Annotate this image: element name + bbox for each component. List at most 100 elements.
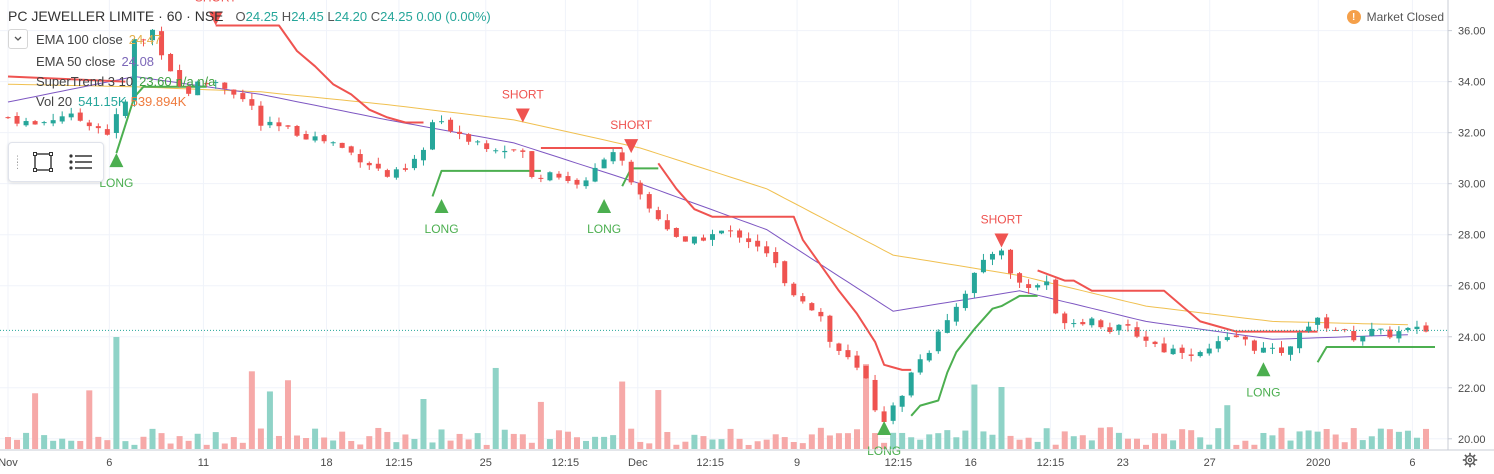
drag-handle-icon[interactable]: ⋮ ⋮	[13, 154, 22, 170]
long-signal-label: LONG	[1246, 385, 1280, 399]
candle-body	[1224, 337, 1230, 340]
candle-body	[131, 39, 137, 101]
volume-bar	[519, 434, 526, 449]
volume-bar	[1070, 436, 1077, 449]
close-value: 24.25	[380, 8, 413, 24]
volume-bar	[610, 435, 617, 449]
volume-bar	[953, 437, 960, 449]
candle-body	[827, 315, 833, 342]
volume-bar	[95, 436, 102, 449]
candle-body	[14, 115, 20, 124]
time-tick-label: 27	[1204, 457, 1216, 469]
time-tick-label: 25	[480, 457, 492, 469]
candle-body	[140, 39, 146, 41]
candle-body	[159, 31, 165, 56]
price-tick-label: 32.00	[1458, 128, 1486, 140]
candle-body	[113, 114, 119, 133]
object-tree-button[interactable]	[65, 146, 97, 178]
candle-body	[628, 161, 634, 183]
price-tick-label: 24.00	[1458, 332, 1486, 344]
volume-bar	[384, 431, 391, 449]
supertrend-segment-up	[431, 169, 541, 197]
indicator-volume[interactable]: Vol 20 541.15K 539.894K	[8, 94, 491, 109]
volume-bar	[1097, 427, 1104, 449]
alert-icon: !	[1346, 10, 1361, 24]
gear-icon[interactable]	[1462, 452, 1478, 468]
volume-bar	[1197, 437, 1204, 449]
indicator-extra: n/a n/a	[175, 74, 216, 89]
volume-bar	[402, 434, 409, 449]
indicator-supertrend[interactable]: SuperTrend 3 10 23.60 n/a n/a	[8, 74, 491, 89]
volume-bar	[1043, 428, 1050, 449]
volume-bar	[167, 443, 174, 449]
market-status-label: Market Closed	[1366, 10, 1444, 24]
indicator-name: EMA 50 close	[36, 54, 116, 69]
volume-bar	[1079, 435, 1086, 449]
candle-body	[610, 152, 616, 162]
volume-bar	[826, 435, 833, 449]
supertrend-line	[7, 24, 1435, 417]
candle-body	[1089, 318, 1095, 326]
volume-bar	[601, 436, 608, 449]
candle-body	[818, 311, 824, 317]
volume-bar	[248, 371, 255, 449]
candle-body	[122, 101, 128, 116]
supertrend-segment-up	[1316, 346, 1435, 363]
chart-legend: PC JEWELLER LIMITE · 60 · NSE O24.25 H24…	[8, 8, 491, 109]
volume-bar	[537, 401, 544, 449]
volume-bar	[872, 433, 879, 449]
candle-body	[872, 379, 878, 411]
candle-body	[366, 162, 372, 166]
volume-bar	[23, 432, 30, 449]
volume-bar	[86, 390, 93, 449]
candle-body	[1260, 347, 1266, 353]
supertrend-segment-down	[657, 162, 912, 371]
candle-body	[448, 119, 454, 132]
volume-bar	[1188, 430, 1195, 449]
volume-bar	[1287, 440, 1294, 449]
volume-bar	[104, 440, 111, 449]
ema100-line	[7, 83, 1408, 326]
volume-bar	[1016, 439, 1023, 449]
candle-body	[457, 131, 463, 134]
candle-body	[999, 250, 1005, 256]
symbol-title[interactable]: PC JEWELLER LIMITE · 60 · NSE	[8, 8, 224, 24]
volume-bar	[1206, 444, 1213, 449]
candle-body	[619, 152, 625, 161]
volume-bar	[1224, 405, 1231, 449]
volume-bar	[754, 441, 761, 449]
price-axis[interactable]: 36.00 34.00 32.00 30.00 28.00 26.00 24.00 22.00…	[1447, 0, 1494, 474]
candle-body	[953, 306, 959, 322]
collapse-legend-button[interactable]	[8, 29, 28, 49]
volume-bar	[284, 380, 291, 449]
candle-body	[1405, 327, 1411, 331]
candle-body	[1071, 323, 1077, 325]
volume-bar	[574, 437, 581, 449]
volume-bar	[980, 431, 987, 449]
candle-body	[493, 150, 499, 152]
candle-body	[95, 126, 101, 129]
volume-bar	[429, 442, 436, 449]
candle-body	[709, 234, 715, 240]
candle-body	[77, 112, 83, 121]
volume-bar	[1278, 427, 1285, 449]
candle-body	[782, 261, 788, 284]
candle-body	[32, 121, 38, 125]
volume-bar	[1386, 429, 1393, 449]
candle-body	[384, 170, 390, 177]
indicator-ema50[interactable]: EMA 50 close 24.08	[8, 54, 491, 69]
volume-bar	[1124, 438, 1131, 449]
indicator-value: 24.08	[121, 54, 155, 69]
price-tick-label: 22.00	[1458, 383, 1486, 395]
market-status[interactable]: ! Market Closed	[1346, 10, 1444, 24]
volume-bar	[122, 441, 129, 449]
volume-bar	[881, 442, 888, 449]
time-axis[interactable]: Nov 6 11 18 12:15 25 12:15 Dec 12:15 9 12:15 16 12:1…	[0, 449, 1494, 469]
volume-bar	[1341, 442, 1348, 449]
volume-bar	[998, 387, 1005, 449]
indicator-ema100[interactable]: EMA 100 close 24.47	[8, 29, 491, 49]
rectangle-tool-button[interactable]	[27, 146, 59, 178]
volume-bar	[844, 433, 851, 449]
volume-bar	[962, 430, 969, 449]
